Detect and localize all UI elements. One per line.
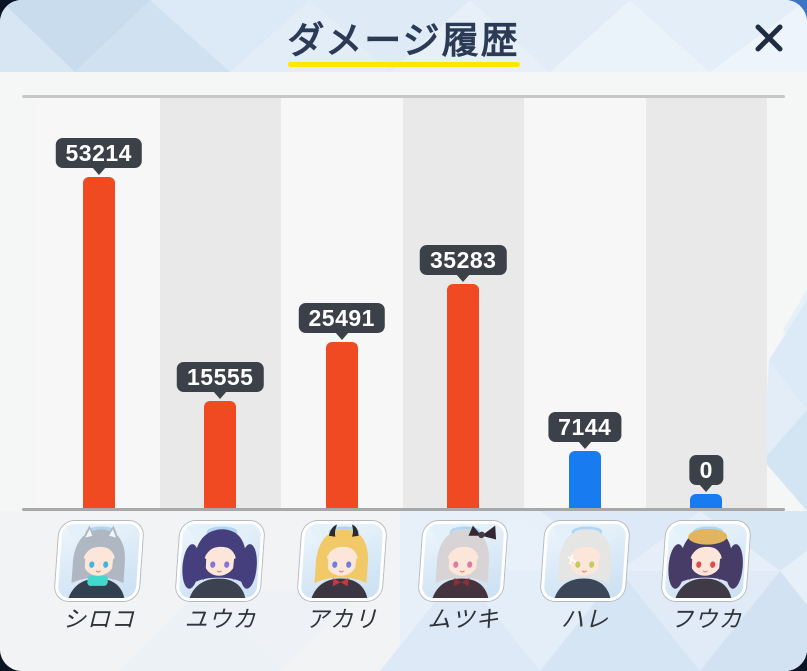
- damage-value-akari: 25491: [298, 303, 385, 333]
- character-name-fuuka: フウカ: [670, 606, 743, 632]
- chart-column-stripe-fuuka: [645, 98, 767, 508]
- character-name-shiroko: シロコ: [63, 606, 135, 632]
- header-pattern: [0, 0, 807, 72]
- damage-value-yuuka: 15555: [177, 362, 264, 392]
- damage-value-hare: 7144: [548, 412, 622, 442]
- portrait-mutsuki: [418, 521, 509, 601]
- damage-bar-shiroko: [82, 177, 115, 508]
- avatar-fuuka: [668, 524, 748, 598]
- chart-baseline: [22, 508, 785, 511]
- avatar-akari: [305, 524, 384, 598]
- damage-bar-mutsuki: [447, 284, 480, 508]
- damage-value-fuuka: 0: [689, 455, 723, 485]
- damage-value-pointer-akari: [334, 332, 349, 340]
- damage-value-pointer-mutsuki: [456, 274, 471, 282]
- damage-value-mutsuki: 35283: [420, 245, 507, 275]
- character-name-hare: ハレ: [561, 606, 609, 632]
- close-icon: [755, 24, 783, 52]
- avatar-yuuka: [182, 524, 262, 598]
- character-name-yuuka: ユウカ: [184, 606, 257, 632]
- portrait-hare: [539, 521, 630, 601]
- header-divider: [22, 95, 785, 98]
- portrait-yuuka: [175, 521, 266, 601]
- avatar-shiroko: [62, 524, 141, 598]
- damage-bar-fuuka: [690, 494, 723, 508]
- damage-bar-yuuka: [204, 401, 237, 508]
- damage-value-pointer-fuuka: [699, 484, 714, 492]
- damage-value-pointer-hare: [577, 441, 592, 449]
- character-name-mutsuki: ムツキ: [427, 606, 500, 632]
- avatar-mutsuki: [426, 524, 505, 598]
- portrait-akari: [296, 521, 387, 601]
- damage-value-pointer-shiroko: [91, 167, 106, 175]
- damage-value-shiroko: 53214: [55, 138, 142, 168]
- right-margin-pattern: [763, 290, 807, 511]
- page-title: ダメージ履歴: [287, 20, 520, 61]
- close-button[interactable]: [743, 12, 795, 64]
- damage-bar-akari: [325, 342, 358, 508]
- title-underline: [288, 62, 520, 67]
- damage-bar-hare: [568, 451, 601, 508]
- portrait-fuuka: [661, 521, 752, 601]
- character-name-akari: アカリ: [306, 606, 378, 632]
- portrait-shiroko: [53, 521, 144, 601]
- damage-value-pointer-yuuka: [213, 391, 228, 399]
- avatar-hare: [548, 524, 627, 598]
